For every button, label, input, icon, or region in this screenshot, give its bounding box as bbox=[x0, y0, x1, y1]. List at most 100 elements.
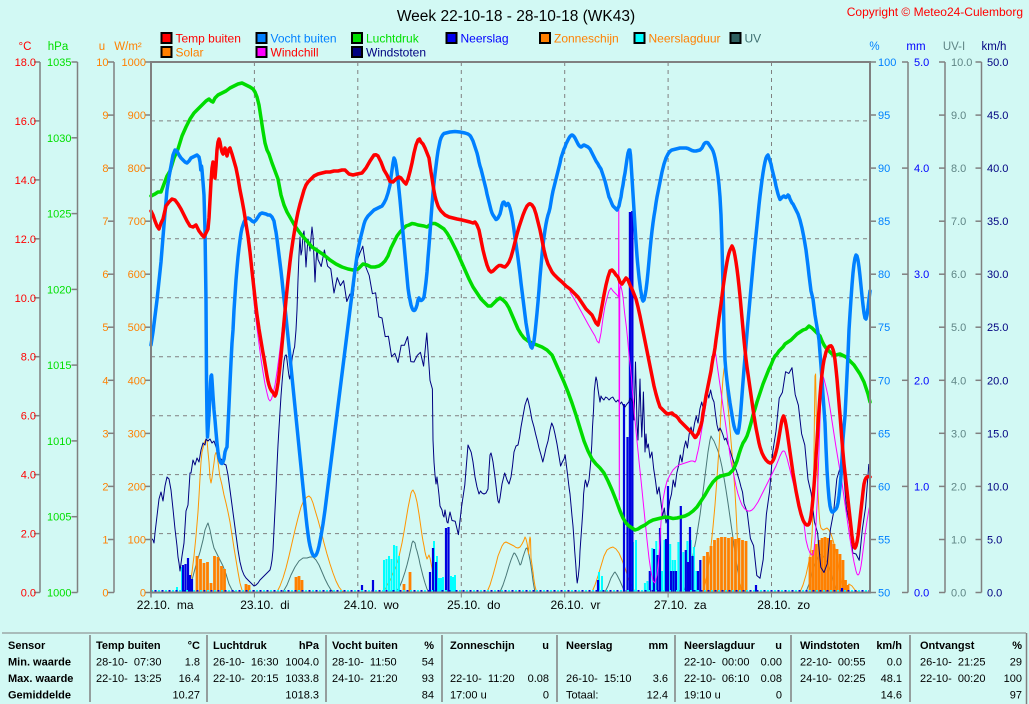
svg-text:2.0: 2.0 bbox=[21, 529, 36, 541]
svg-text:Neerslagduur: Neerslagduur bbox=[684, 640, 756, 652]
svg-text:1010: 1010 bbox=[47, 436, 71, 448]
svg-text:65: 65 bbox=[878, 428, 890, 440]
svg-text:14.0: 14.0 bbox=[15, 175, 36, 187]
svg-text:48.1: 48.1 bbox=[881, 673, 902, 685]
svg-text:km/h: km/h bbox=[982, 41, 1007, 53]
svg-text:26.10. vr: 26.10. vr bbox=[551, 598, 601, 612]
svg-text:0.08: 0.08 bbox=[761, 673, 782, 685]
svg-text:93: 93 bbox=[422, 673, 434, 685]
svg-text:22-10- 06:10: 22-10- 06:10 bbox=[684, 673, 749, 685]
svg-text:55: 55 bbox=[878, 535, 890, 547]
svg-text:4: 4 bbox=[102, 375, 108, 387]
svg-text:500: 500 bbox=[128, 322, 146, 334]
svg-text:Windstoten: Windstoten bbox=[366, 46, 426, 60]
svg-text:Zonneschijn: Zonneschijn bbox=[450, 640, 515, 652]
svg-text:Vocht buiten: Vocht buiten bbox=[271, 32, 337, 46]
svg-text:Week 22-10-18 - 28-10-18 (WK43: Week 22-10-18 - 28-10-18 (WK43) bbox=[397, 8, 635, 25]
svg-text:4.0: 4.0 bbox=[21, 470, 36, 482]
svg-text:23.10. di: 23.10. di bbox=[240, 598, 289, 612]
svg-text:16.4: 16.4 bbox=[179, 673, 200, 685]
svg-text:1000: 1000 bbox=[122, 57, 146, 69]
svg-text:19:10 u: 19:10 u bbox=[684, 690, 721, 702]
svg-text:0.00: 0.00 bbox=[761, 657, 782, 669]
svg-text:u: u bbox=[99, 41, 105, 53]
svg-text:Temp buiten: Temp buiten bbox=[176, 32, 241, 46]
svg-text:Luchtdruk: Luchtdruk bbox=[366, 32, 420, 46]
svg-text:15.0: 15.0 bbox=[987, 428, 1008, 440]
svg-text:1.0: 1.0 bbox=[951, 535, 966, 547]
svg-text:mm: mm bbox=[648, 640, 668, 652]
svg-text:200: 200 bbox=[128, 481, 146, 493]
svg-text:22-10- 13:25: 22-10- 13:25 bbox=[96, 673, 161, 685]
svg-text:3.0: 3.0 bbox=[914, 269, 929, 281]
svg-text:22-10- 00:55: 22-10- 00:55 bbox=[800, 657, 865, 669]
svg-text:27.10. za: 27.10. za bbox=[654, 598, 707, 612]
svg-text:30.0: 30.0 bbox=[987, 269, 1008, 281]
svg-text:22-10- 11:20: 22-10- 11:20 bbox=[450, 673, 515, 685]
svg-text:7: 7 bbox=[102, 216, 108, 228]
svg-text:300: 300 bbox=[128, 428, 146, 440]
svg-text:mm: mm bbox=[906, 41, 925, 53]
svg-text:0.08: 0.08 bbox=[528, 673, 549, 685]
svg-text:hPa: hPa bbox=[48, 41, 69, 53]
svg-text:29: 29 bbox=[1010, 657, 1022, 669]
svg-text:25.0: 25.0 bbox=[987, 322, 1008, 334]
svg-text:40.0: 40.0 bbox=[987, 163, 1008, 175]
svg-text:25.10. do: 25.10. do bbox=[447, 598, 501, 612]
svg-text:UV-I: UV-I bbox=[943, 41, 965, 53]
svg-text:1000: 1000 bbox=[47, 588, 71, 600]
svg-text:5.0: 5.0 bbox=[914, 57, 929, 69]
svg-text:4.0: 4.0 bbox=[914, 163, 929, 175]
svg-text:0: 0 bbox=[140, 588, 146, 600]
svg-text:24-10- 21:20: 24-10- 21:20 bbox=[332, 673, 397, 685]
svg-text:18.0: 18.0 bbox=[15, 57, 36, 69]
svg-text:Zonneschijn: Zonneschijn bbox=[554, 32, 619, 46]
svg-text:6: 6 bbox=[102, 269, 108, 281]
svg-text:u: u bbox=[775, 640, 782, 652]
svg-text:100: 100 bbox=[878, 57, 896, 69]
svg-text:hPa: hPa bbox=[299, 640, 320, 652]
svg-text:0: 0 bbox=[102, 588, 108, 600]
svg-text:8.0: 8.0 bbox=[951, 163, 966, 175]
svg-text:8: 8 bbox=[102, 163, 108, 175]
svg-text:80: 80 bbox=[878, 269, 890, 281]
svg-text:1015: 1015 bbox=[47, 360, 71, 372]
svg-text:28-10- 07:30: 28-10- 07:30 bbox=[96, 657, 161, 669]
svg-text:1.8: 1.8 bbox=[185, 657, 200, 669]
svg-text:5.0: 5.0 bbox=[987, 535, 1002, 547]
svg-text:°C: °C bbox=[19, 41, 32, 53]
svg-text:0.0: 0.0 bbox=[914, 588, 929, 600]
svg-text:Min. waarde: Min. waarde bbox=[8, 657, 71, 669]
svg-text:Vocht buiten: Vocht buiten bbox=[332, 640, 398, 652]
svg-text:5: 5 bbox=[102, 322, 108, 334]
svg-text:10.0: 10.0 bbox=[951, 57, 972, 69]
svg-text:1020: 1020 bbox=[47, 284, 71, 296]
svg-text:70: 70 bbox=[878, 375, 890, 387]
svg-text:800: 800 bbox=[128, 163, 146, 175]
svg-text:Max. waarde: Max. waarde bbox=[8, 673, 73, 685]
svg-text:Gemiddelde: Gemiddelde bbox=[8, 690, 71, 702]
svg-text:Ontvangst: Ontvangst bbox=[920, 640, 975, 652]
svg-text:0: 0 bbox=[776, 690, 782, 702]
svg-text:7.0: 7.0 bbox=[951, 216, 966, 228]
svg-text:0.0: 0.0 bbox=[887, 657, 902, 669]
svg-text:22-10- 00:00: 22-10- 00:00 bbox=[684, 657, 749, 669]
svg-text:26-10- 15:10: 26-10- 15:10 bbox=[566, 673, 631, 685]
svg-text:14.6: 14.6 bbox=[881, 690, 902, 702]
svg-text:84: 84 bbox=[422, 690, 434, 702]
svg-text:9: 9 bbox=[102, 110, 108, 122]
svg-text:60: 60 bbox=[878, 481, 890, 493]
svg-text:4.0: 4.0 bbox=[951, 375, 966, 387]
svg-text:%: % bbox=[1012, 640, 1022, 652]
svg-text:1033.8: 1033.8 bbox=[285, 673, 319, 685]
svg-text:50.0: 50.0 bbox=[987, 57, 1008, 69]
svg-text:24.10. wo: 24.10. wo bbox=[344, 598, 400, 612]
svg-text:Windstoten: Windstoten bbox=[800, 640, 860, 652]
svg-text:3: 3 bbox=[102, 428, 108, 440]
svg-text:2.0: 2.0 bbox=[914, 375, 929, 387]
svg-text:UV: UV bbox=[745, 32, 762, 46]
svg-text:22-10- 00:20: 22-10- 00:20 bbox=[920, 673, 985, 685]
svg-text:0.0: 0.0 bbox=[951, 588, 966, 600]
svg-text:Luchtdruk: Luchtdruk bbox=[213, 640, 268, 652]
svg-text:0: 0 bbox=[543, 690, 549, 702]
